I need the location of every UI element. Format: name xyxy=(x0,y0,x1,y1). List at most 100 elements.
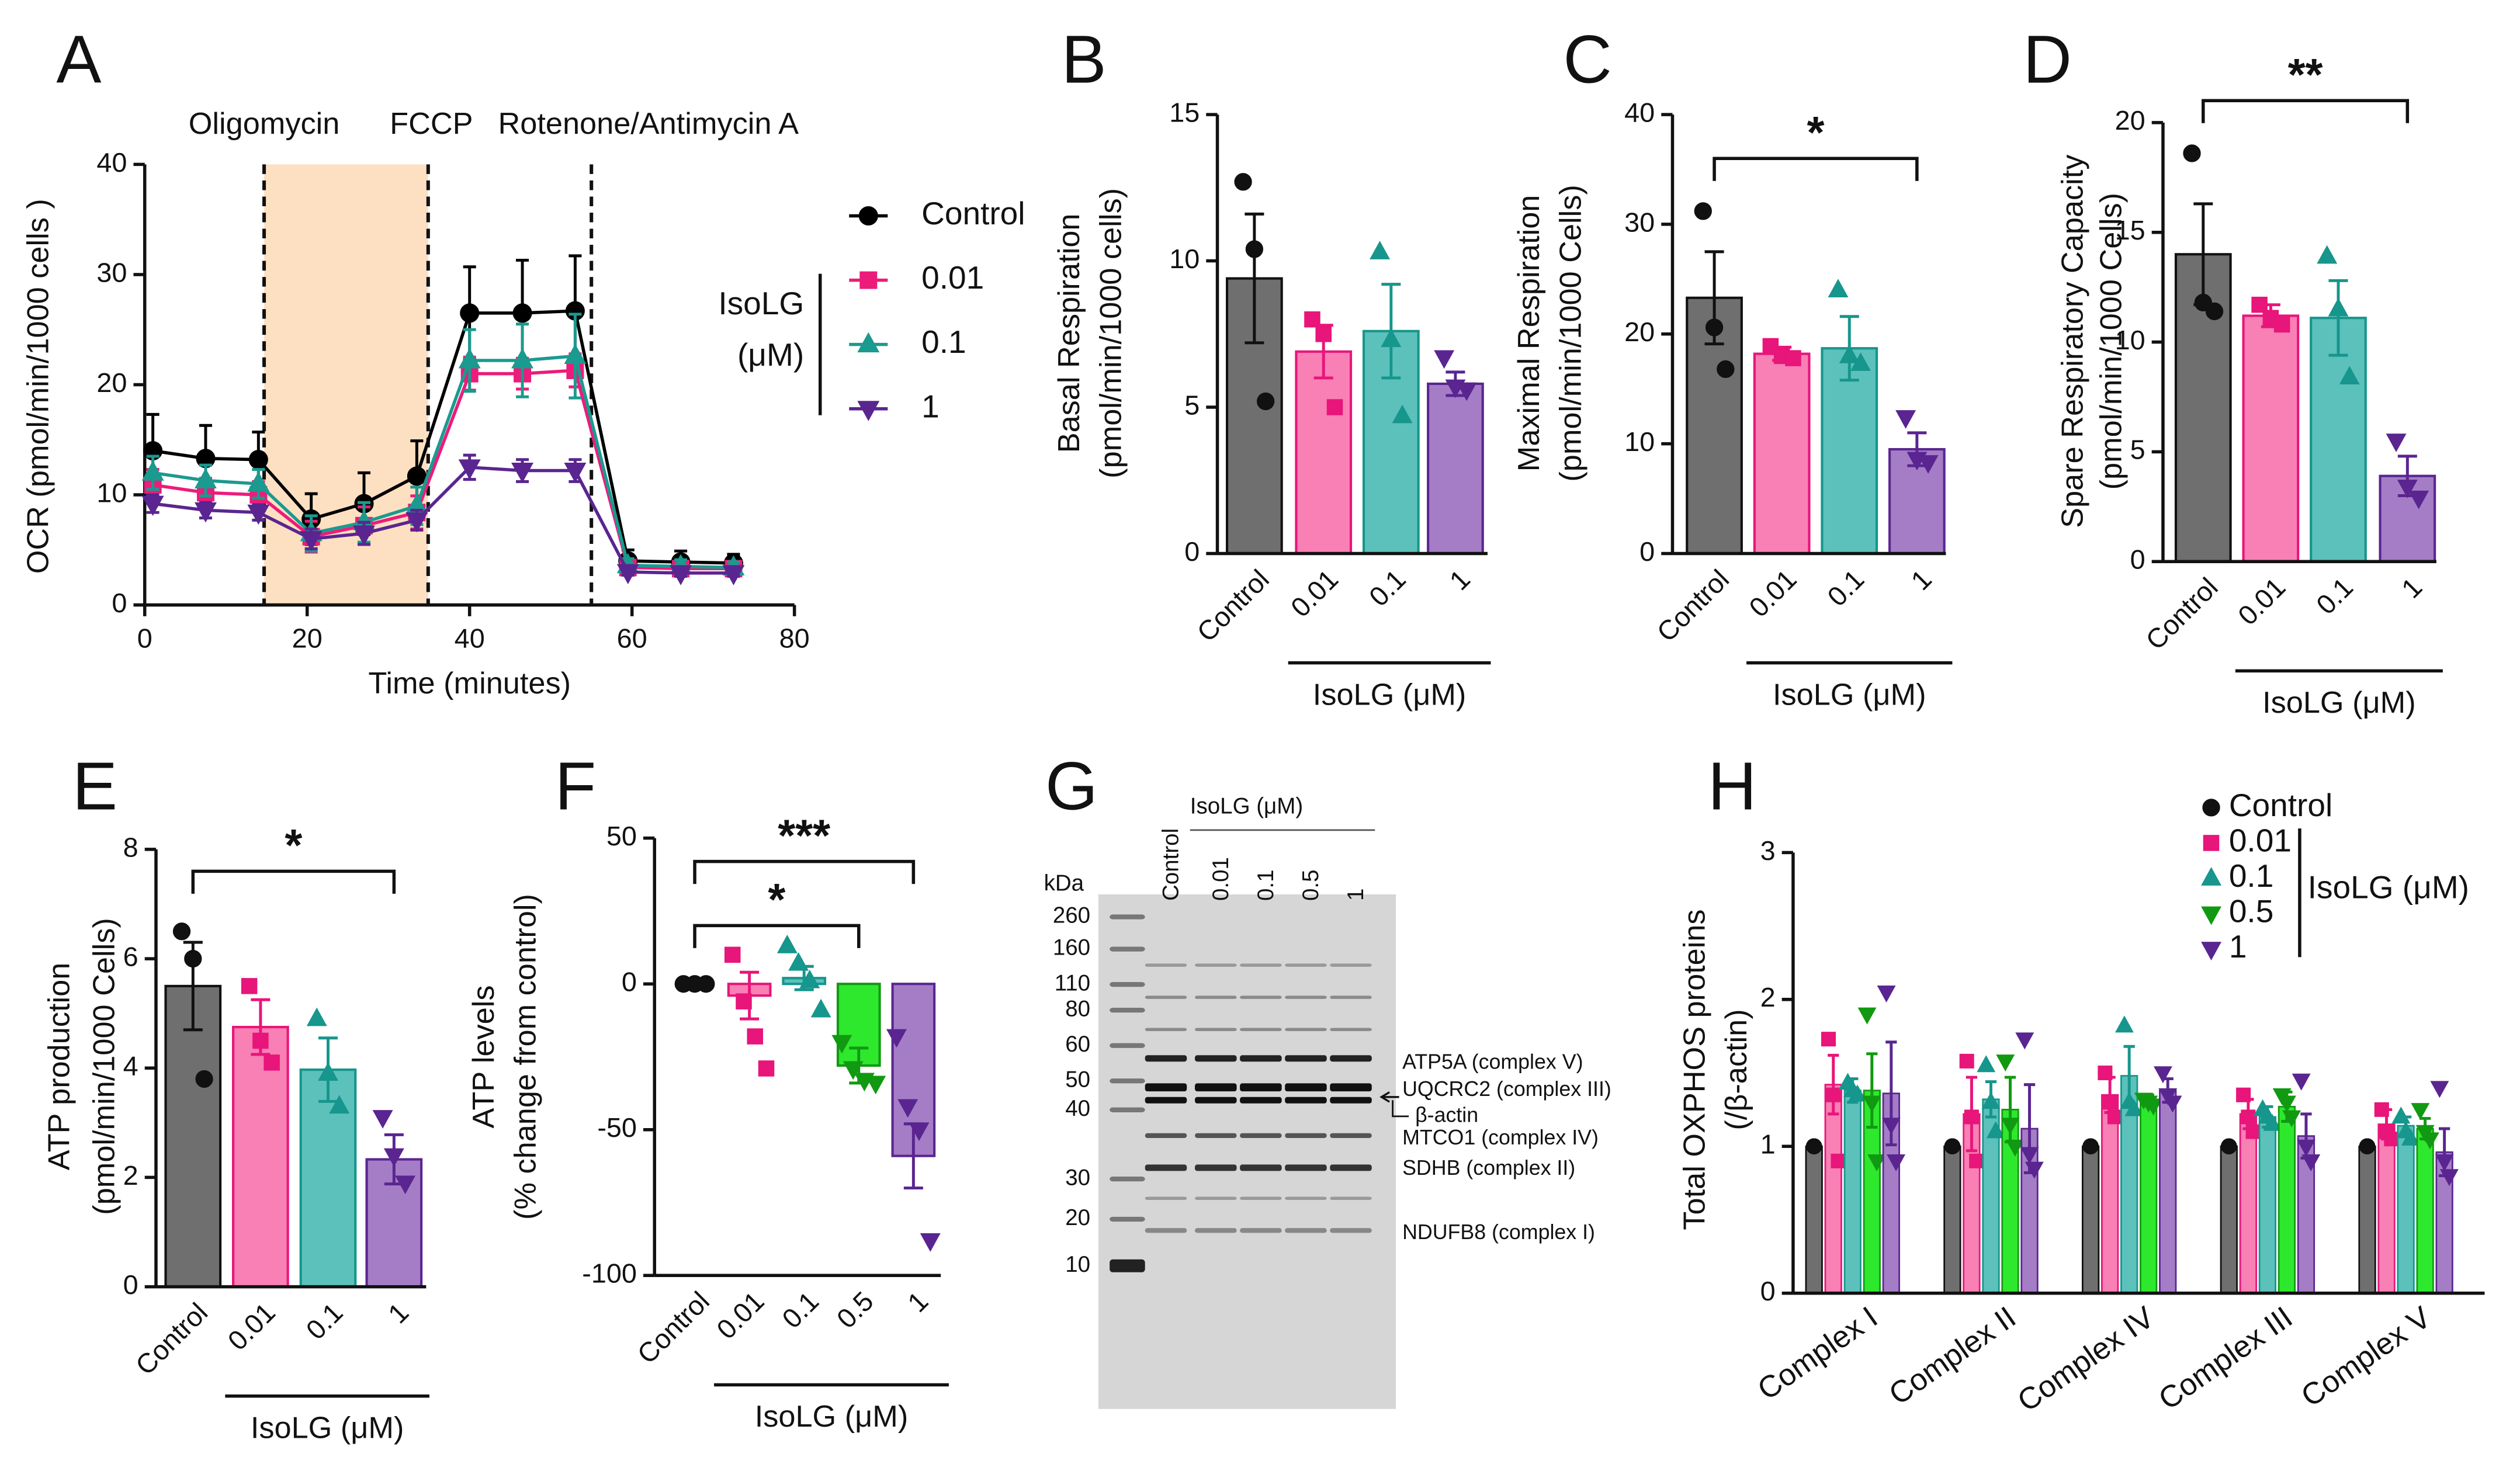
protein-band xyxy=(1195,963,1237,967)
protein-band xyxy=(1285,1083,1327,1092)
data-point xyxy=(1694,202,1712,220)
y-tick-label: 5 xyxy=(1184,390,1200,420)
data-point xyxy=(1877,985,1896,1002)
data-point xyxy=(564,463,587,483)
y-tick-label: 0 xyxy=(1184,536,1200,567)
data-point xyxy=(2339,366,2360,385)
data-point xyxy=(1848,1084,1867,1102)
data-point xyxy=(372,1110,393,1129)
marker-label: 50 xyxy=(1065,1067,1090,1092)
data-point xyxy=(1996,1054,2015,1072)
data-point xyxy=(2015,1032,2034,1050)
protein-band xyxy=(1330,1055,1372,1062)
lane-label: 0.5 xyxy=(1298,869,1323,901)
x-tick-label: 40 xyxy=(455,623,485,653)
data-point xyxy=(2359,1138,2376,1154)
data-point xyxy=(1456,382,1477,401)
data-point xyxy=(2251,296,2268,313)
y-axis-label: ATP levels xyxy=(467,985,501,1128)
protein-band xyxy=(1240,995,1282,999)
legend-group-label: IsoLG xyxy=(718,285,804,321)
data-point xyxy=(1831,1153,1846,1168)
blot-membrane xyxy=(1098,894,1396,1409)
significance-bracket xyxy=(1713,157,1919,181)
data-point xyxy=(1964,1109,1979,1125)
legend-group-label: IsoLG (μM) xyxy=(2308,869,2469,905)
panel-label: C xyxy=(1563,22,1611,97)
protein-band xyxy=(1195,1196,1237,1200)
bar xyxy=(2416,1128,2434,1294)
y-tick-label: 50 xyxy=(606,821,637,851)
data-point xyxy=(318,1062,338,1081)
bar xyxy=(2258,1116,2277,1294)
protein-band xyxy=(1195,1164,1237,1171)
marker-label: 260 xyxy=(1053,903,1090,928)
bar xyxy=(2081,1145,2100,1294)
data-point xyxy=(1826,1087,1841,1102)
data-point xyxy=(758,1060,775,1077)
marker-label: 10 xyxy=(1065,1252,1090,1277)
lane-label: 1 xyxy=(1343,889,1368,901)
panel-label: F xyxy=(555,748,597,824)
injection-label: Rotenone/Antimycin A xyxy=(498,107,799,141)
marker-label: 40 xyxy=(1065,1096,1090,1121)
data-point xyxy=(1918,455,1939,474)
panel-label: E xyxy=(72,748,117,824)
panel-label: G xyxy=(1045,748,1098,824)
series-line xyxy=(152,466,734,575)
data-point xyxy=(1370,241,1391,259)
data-point xyxy=(2241,1109,2256,1125)
data-point xyxy=(2277,1095,2296,1113)
significance-bracket xyxy=(693,859,916,884)
band-label: ATP5A (complex V) xyxy=(1402,1050,1583,1073)
bar xyxy=(1427,382,1484,555)
lane-label: 0.1 xyxy=(1253,869,1278,901)
ladder-band xyxy=(1110,1107,1145,1112)
y-tick-label: 20 xyxy=(1624,317,1655,347)
data-point xyxy=(1828,279,1849,298)
legend-label: 1 xyxy=(2229,928,2247,965)
data-point xyxy=(2301,1154,2321,1172)
data-point xyxy=(1862,1095,1881,1113)
data-point xyxy=(2107,1109,2122,1125)
data-point xyxy=(2397,480,2418,498)
protein-band xyxy=(1195,1028,1237,1031)
legend-marker xyxy=(2201,906,2222,925)
lane-label: Control xyxy=(1159,828,1184,901)
bar xyxy=(1943,1145,1961,1294)
ladder-band xyxy=(1110,914,1145,920)
data-point xyxy=(697,975,715,993)
significance-label: * xyxy=(285,820,302,870)
data-point xyxy=(2082,1138,2099,1154)
kda-label: kDa xyxy=(1044,871,1084,896)
data-point xyxy=(383,1148,404,1167)
data-point xyxy=(1315,326,1332,342)
protein-band xyxy=(1330,1228,1372,1233)
legend-label: 0.5 xyxy=(2229,893,2274,929)
blot-header: IsoLG (μM) xyxy=(1190,794,1303,819)
data-point xyxy=(405,512,428,533)
data-point xyxy=(2020,1147,2039,1164)
ladder-band xyxy=(1110,1043,1145,1048)
data-point xyxy=(407,466,427,486)
bar xyxy=(2101,1094,2119,1294)
data-point xyxy=(395,1175,416,1195)
data-point xyxy=(329,1095,350,1114)
y-tick-label: 10 xyxy=(96,477,127,508)
protein-band xyxy=(1145,1083,1187,1092)
data-point xyxy=(2144,1098,2163,1116)
protein-band xyxy=(1145,1028,1187,1031)
significance-bracket xyxy=(693,924,861,948)
protein-band xyxy=(1330,963,1372,967)
data-point xyxy=(2102,1095,2117,1110)
legend-marker xyxy=(859,271,878,289)
protein-band xyxy=(1195,1097,1237,1104)
data-point xyxy=(2221,1138,2237,1154)
group-label: IsoLG (μM) xyxy=(755,1400,909,1434)
data-point xyxy=(1805,1138,1822,1154)
data-point xyxy=(306,1007,327,1026)
protein-band xyxy=(1330,1097,1372,1104)
ladder-band xyxy=(1110,1008,1145,1013)
data-point xyxy=(241,978,258,994)
data-point xyxy=(172,922,191,941)
